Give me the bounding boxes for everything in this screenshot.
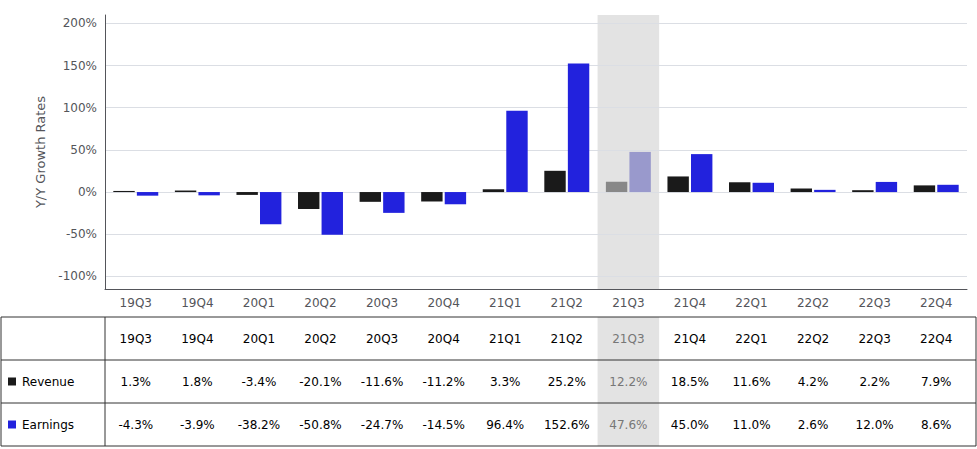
svg-text:-50.8%: -50.8% (299, 418, 341, 432)
svg-text:21Q3: 21Q3 (612, 296, 644, 310)
svg-text:25.2%: 25.2% (548, 375, 586, 389)
svg-text:20Q1: 20Q1 (243, 296, 275, 310)
svg-text:20Q3: 20Q3 (366, 296, 398, 310)
svg-text:100%: 100% (63, 101, 97, 115)
svg-text:22Q3: 22Q3 (858, 332, 890, 346)
svg-text:-14.5%: -14.5% (422, 418, 464, 432)
svg-text:19Q3: 19Q3 (120, 296, 152, 310)
svg-text:18.5%: 18.5% (671, 375, 709, 389)
svg-text:8.6%: 8.6% (921, 418, 952, 432)
svg-text:22Q1: 22Q1 (735, 296, 767, 310)
svg-text:-20.1%: -20.1% (299, 375, 341, 389)
svg-text:47.6%: 47.6% (609, 418, 647, 432)
svg-text:21Q4: 21Q4 (674, 332, 706, 346)
svg-text:21Q3: 21Q3 (612, 332, 644, 346)
svg-text:21Q2: 21Q2 (551, 332, 583, 346)
svg-text:Y/Y Growth Rates: Y/Y Growth Rates (33, 96, 48, 209)
svg-text:21Q1: 21Q1 (489, 296, 521, 310)
svg-text:22Q4: 22Q4 (920, 332, 952, 346)
svg-text:2.2%: 2.2% (859, 375, 890, 389)
svg-text:1.8%: 1.8% (182, 375, 213, 389)
svg-text:Revenue: Revenue (22, 375, 74, 389)
svg-text:22Q3: 22Q3 (858, 296, 890, 310)
svg-text:21Q2: 21Q2 (551, 296, 583, 310)
svg-text:50%: 50% (70, 143, 97, 157)
svg-text:12.2%: 12.2% (609, 375, 647, 389)
svg-text:45.0%: 45.0% (671, 418, 709, 432)
svg-text:21Q1: 21Q1 (489, 332, 521, 346)
svg-text:22Q2: 22Q2 (797, 332, 829, 346)
svg-text:-11.6%: -11.6% (361, 375, 403, 389)
svg-text:20Q1: 20Q1 (243, 332, 275, 346)
svg-text:20Q4: 20Q4 (427, 332, 459, 346)
svg-text:4.2%: 4.2% (798, 375, 829, 389)
svg-text:-3.9%: -3.9% (180, 418, 215, 432)
svg-text:20Q2: 20Q2 (304, 296, 336, 310)
svg-text:-38.2%: -38.2% (238, 418, 280, 432)
svg-text:20Q3: 20Q3 (366, 332, 398, 346)
svg-text:19Q4: 19Q4 (181, 332, 213, 346)
svg-text:22Q4: 22Q4 (920, 296, 952, 310)
svg-text:152.6%: 152.6% (544, 418, 590, 432)
svg-text:-50%: -50% (66, 227, 97, 241)
svg-text:-3.4%: -3.4% (242, 375, 277, 389)
svg-text:20Q4: 20Q4 (427, 296, 459, 310)
svg-text:150%: 150% (63, 59, 97, 73)
svg-text:7.9%: 7.9% (921, 375, 952, 389)
svg-text:-4.3%: -4.3% (118, 418, 153, 432)
svg-text:19Q3: 19Q3 (120, 332, 152, 346)
svg-text:-100%: -100% (58, 269, 97, 283)
svg-text:1.3%: 1.3% (121, 375, 152, 389)
svg-text:12.0%: 12.0% (856, 418, 894, 432)
svg-text:2.6%: 2.6% (798, 418, 829, 432)
svg-text:11.6%: 11.6% (732, 375, 770, 389)
svg-text:200%: 200% (63, 16, 97, 30)
svg-text:20Q2: 20Q2 (304, 332, 336, 346)
svg-text:0%: 0% (78, 185, 97, 199)
svg-text:19Q4: 19Q4 (181, 296, 213, 310)
svg-text:-24.7%: -24.7% (361, 418, 403, 432)
svg-text:22Q2: 22Q2 (797, 296, 829, 310)
svg-text:11.0%: 11.0% (732, 418, 770, 432)
svg-text:22Q1: 22Q1 (735, 332, 767, 346)
svg-text:3.3%: 3.3% (490, 375, 521, 389)
svg-text:21Q4: 21Q4 (674, 296, 706, 310)
svg-text:-11.2%: -11.2% (422, 375, 464, 389)
svg-text:96.4%: 96.4% (486, 418, 524, 432)
svg-text:Earnings: Earnings (22, 418, 74, 432)
